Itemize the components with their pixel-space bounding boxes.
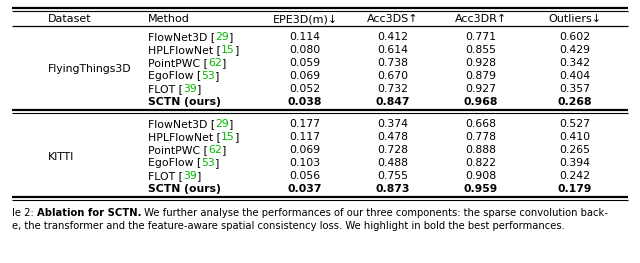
Text: 15: 15 [221, 45, 235, 55]
Text: ]: ] [215, 71, 220, 81]
Text: 0.056: 0.056 [289, 171, 321, 181]
Text: Acc3DS↑: Acc3DS↑ [367, 14, 419, 24]
Text: 0.179: 0.179 [558, 184, 592, 194]
Text: 0.778: 0.778 [465, 132, 497, 142]
Text: 0.117: 0.117 [289, 132, 321, 142]
Text: 0.394: 0.394 [559, 158, 591, 168]
Text: 0.374: 0.374 [378, 119, 408, 129]
Text: Acc3DR↑: Acc3DR↑ [455, 14, 507, 24]
Text: 0.037: 0.037 [288, 184, 323, 194]
Text: 0.059: 0.059 [289, 58, 321, 68]
Text: Dataset: Dataset [48, 14, 92, 24]
Text: 62: 62 [208, 58, 221, 68]
Text: 0.429: 0.429 [559, 45, 591, 55]
Text: 0.357: 0.357 [559, 84, 591, 94]
Text: 0.908: 0.908 [465, 171, 497, 181]
Text: 39: 39 [183, 171, 196, 181]
Text: PointPWC [: PointPWC [ [148, 58, 208, 68]
Text: e, the transformer and the feature-aware spatial consistency loss. We highlight : e, the transformer and the feature-aware… [12, 221, 565, 231]
Text: 0.177: 0.177 [289, 119, 321, 129]
Text: EPE3D(m)↓: EPE3D(m)↓ [273, 14, 338, 24]
Text: KITTI: KITTI [48, 151, 74, 161]
Text: 0.488: 0.488 [378, 158, 408, 168]
Text: 0.242: 0.242 [559, 171, 591, 181]
Text: Ablation for SCTN.: Ablation for SCTN. [37, 208, 141, 218]
Text: Method: Method [148, 14, 190, 24]
Text: FLOT [: FLOT [ [148, 84, 183, 94]
Text: 0.478: 0.478 [378, 132, 408, 142]
Text: 0.602: 0.602 [559, 32, 591, 42]
Text: ]: ] [196, 171, 201, 181]
Text: FlowNet3D [: FlowNet3D [ [148, 119, 215, 129]
Text: 0.732: 0.732 [378, 84, 408, 94]
Text: FlyingThings3D: FlyingThings3D [48, 64, 132, 74]
Text: ]: ] [221, 145, 226, 155]
Text: 0.069: 0.069 [289, 71, 321, 81]
Text: 0.728: 0.728 [378, 145, 408, 155]
Text: 53: 53 [201, 71, 215, 81]
Text: 0.847: 0.847 [376, 97, 410, 107]
Text: PointPWC [: PointPWC [ [148, 145, 208, 155]
Text: 15: 15 [221, 132, 235, 142]
Text: EgoFlow [: EgoFlow [ [148, 71, 201, 81]
Text: 0.873: 0.873 [376, 184, 410, 194]
Text: 0.668: 0.668 [465, 119, 497, 129]
Text: 0.069: 0.069 [289, 145, 321, 155]
Text: 0.052: 0.052 [289, 84, 321, 94]
Text: 62: 62 [208, 145, 221, 155]
Text: EgoFlow [: EgoFlow [ [148, 158, 201, 168]
Text: ]: ] [235, 45, 239, 55]
Text: 0.928: 0.928 [465, 58, 497, 68]
Text: 0.080: 0.080 [289, 45, 321, 55]
Text: 0.927: 0.927 [465, 84, 497, 94]
Text: Outliers↓: Outliers↓ [548, 14, 602, 24]
Text: 0.038: 0.038 [288, 97, 322, 107]
Text: 0.114: 0.114 [289, 32, 321, 42]
Text: 29: 29 [215, 32, 229, 42]
Text: 0.959: 0.959 [464, 184, 498, 194]
Text: 0.410: 0.410 [559, 132, 591, 142]
Text: 0.855: 0.855 [465, 45, 497, 55]
Text: 0.404: 0.404 [559, 71, 591, 81]
Text: ]: ] [229, 119, 233, 129]
Text: ]: ] [215, 158, 220, 168]
Text: 0.268: 0.268 [557, 97, 592, 107]
Text: 0.755: 0.755 [378, 171, 408, 181]
Text: 29: 29 [215, 119, 229, 129]
Text: 0.771: 0.771 [465, 32, 497, 42]
Text: 39: 39 [183, 84, 196, 94]
Text: 0.412: 0.412 [378, 32, 408, 42]
Text: HPLFlowNet [: HPLFlowNet [ [148, 132, 221, 142]
Text: 0.888: 0.888 [465, 145, 497, 155]
Text: ]: ] [235, 132, 239, 142]
Text: 0.670: 0.670 [378, 71, 408, 81]
Text: HPLFlowNet [: HPLFlowNet [ [148, 45, 221, 55]
Text: SCTN (ours): SCTN (ours) [148, 184, 221, 194]
Text: FLOT [: FLOT [ [148, 171, 183, 181]
Text: le 2:: le 2: [12, 208, 37, 218]
Text: ]: ] [229, 32, 233, 42]
Text: 0.738: 0.738 [378, 58, 408, 68]
Text: ]: ] [221, 58, 226, 68]
Text: 0.527: 0.527 [559, 119, 591, 129]
Text: FlowNet3D [: FlowNet3D [ [148, 32, 215, 42]
Text: 0.103: 0.103 [289, 158, 321, 168]
Text: 53: 53 [201, 158, 215, 168]
Text: 0.265: 0.265 [559, 145, 591, 155]
Text: 0.614: 0.614 [378, 45, 408, 55]
Text: SCTN (ours): SCTN (ours) [148, 97, 221, 107]
Text: ]: ] [196, 84, 201, 94]
Text: 0.822: 0.822 [465, 158, 497, 168]
Text: 0.342: 0.342 [559, 58, 591, 68]
Text: We further analyse the performances of our three components: the sparse convolut: We further analyse the performances of o… [141, 208, 608, 218]
Text: 0.879: 0.879 [465, 71, 497, 81]
Text: 0.968: 0.968 [464, 97, 498, 107]
